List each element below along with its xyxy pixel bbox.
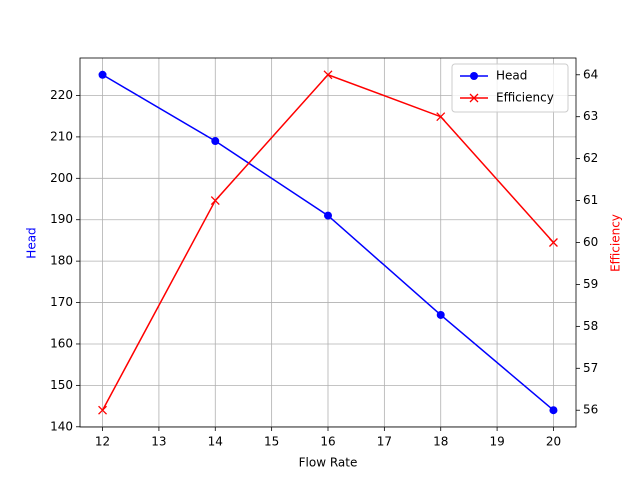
- y-tick-label: 140: [50, 419, 73, 433]
- legend-label: Efficiency: [496, 91, 554, 105]
- x-tick-label: 14: [208, 435, 223, 449]
- x-tick-label: 18: [433, 435, 448, 449]
- y-tick-label: 190: [50, 212, 73, 226]
- marker: [549, 406, 558, 415]
- y2-tick-label: 63: [583, 109, 598, 123]
- y-axis-label: Head: [25, 227, 39, 258]
- marker: [98, 405, 108, 415]
- x-tick-label: 16: [320, 435, 335, 449]
- marker: [324, 211, 332, 220]
- marker: [323, 70, 333, 80]
- legend-marker: [469, 93, 479, 103]
- marker: [436, 310, 445, 319]
- x-tick-label: 19: [489, 435, 504, 449]
- y-tick-label: 180: [50, 254, 73, 268]
- y2-axis-label: Efficiency: [609, 214, 623, 272]
- y-tick-label: 150: [50, 378, 73, 392]
- marker: [548, 238, 558, 247]
- y2-tick-label: 64: [583, 67, 598, 81]
- x-tick-label: 12: [95, 435, 110, 449]
- y2-tick-label: 57: [583, 361, 598, 375]
- x-axis-label: Flow Rate: [299, 456, 358, 470]
- y2-tick-label: 59: [583, 277, 598, 291]
- marker: [210, 196, 220, 206]
- x-tick-label: 20: [546, 435, 561, 449]
- y-tick-label: 220: [50, 88, 73, 102]
- y2-tick-label: 62: [583, 151, 598, 165]
- y-tick-label: 200: [50, 171, 73, 185]
- y-tick-label: 210: [50, 129, 73, 143]
- y-tick-label: 160: [50, 336, 73, 350]
- y2-tick-label: 56: [583, 403, 598, 417]
- x-tick-label: 15: [264, 435, 279, 449]
- marker: [436, 112, 446, 122]
- y-tick-label: 170: [50, 295, 73, 309]
- legend-label: Head: [496, 69, 527, 83]
- y2-tick-label: 61: [583, 193, 598, 207]
- x-tick-label: 17: [377, 435, 392, 449]
- y2-tick-label: 60: [583, 235, 598, 249]
- legend-marker: [470, 72, 478, 80]
- x-tick-label: 13: [151, 435, 166, 449]
- marker: [98, 70, 107, 79]
- marker: [211, 137, 220, 146]
- y2-tick-label: 58: [583, 319, 598, 333]
- plot-frame: [79, 57, 577, 428]
